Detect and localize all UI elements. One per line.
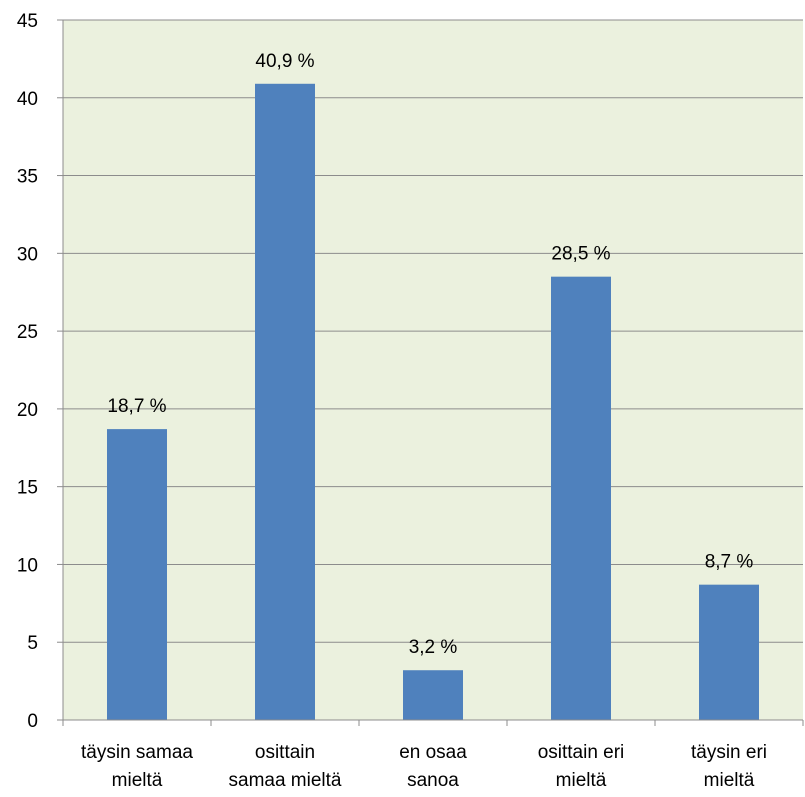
x-tick-label-line: sanoa <box>407 770 459 791</box>
x-tick-label-line: osittain eri <box>538 742 625 763</box>
y-tick-label: 25 <box>17 322 38 343</box>
y-tick-label: 30 <box>17 244 38 265</box>
x-tick-label-line: samaa mieltä <box>229 770 342 791</box>
x-tick-label: osittain eri mieltä <box>538 742 625 791</box>
x-tick-label-line: täysin samaa <box>81 742 193 763</box>
y-tick-label: 40 <box>17 89 38 110</box>
bar-4 <box>699 584 759 720</box>
bar-3 <box>551 276 611 720</box>
y-tick-label: 5 <box>27 633 38 654</box>
data-labels: 18,7 % 40,9 % 3,2 % 28,5 % 8,7 % <box>107 51 753 658</box>
data-label: 18,7 % <box>107 396 166 417</box>
y-tick-label: 45 <box>17 11 38 32</box>
bar-0 <box>107 429 167 720</box>
x-tick-labels: täysin samaa mieltä osittain samaa mieltä en… <box>81 742 767 791</box>
gridlines <box>63 19 803 643</box>
data-label: 40,9 % <box>255 51 314 72</box>
x-tick-label-line: en osaa <box>399 742 467 763</box>
x-tick-label: en osaa sanoa <box>399 742 467 791</box>
axes <box>57 19 804 726</box>
plot-area <box>63 20 803 720</box>
y-tick-label: 20 <box>17 400 38 421</box>
x-tick-label: osittain samaa mieltä <box>229 742 342 791</box>
data-label: 8,7 % <box>705 552 754 573</box>
bar-1 <box>255 83 315 721</box>
x-tick-label-line: osittain <box>255 742 315 763</box>
bar-2 <box>403 670 463 720</box>
x-tick-label-line: mieltä <box>112 770 163 791</box>
x-tick-label: täysin samaa mieltä <box>81 742 193 791</box>
y-tick-label: 0 <box>27 711 38 732</box>
y-tick-label: 15 <box>17 478 38 499</box>
y-tick-labels: 0 5 10 15 20 25 30 35 40 45 <box>17 11 38 732</box>
data-label: 28,5 % <box>551 244 610 265</box>
x-tick-label: täysin eri mieltä <box>691 742 767 791</box>
x-tick-label-line: täysin eri <box>691 742 767 763</box>
bars <box>107 83 759 721</box>
data-label: 3,2 % <box>409 637 458 658</box>
y-tick-label: 35 <box>17 167 38 188</box>
x-tick-label-line: mieltä <box>704 770 755 791</box>
y-tick-label: 10 <box>17 555 38 576</box>
x-tick-label-line: mieltä <box>556 770 607 791</box>
